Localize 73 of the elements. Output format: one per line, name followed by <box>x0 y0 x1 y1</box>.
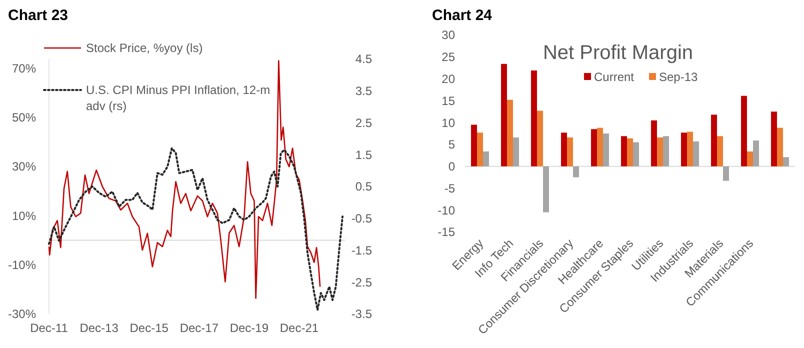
bar <box>483 151 489 166</box>
x-tick-label: Dec-21 <box>280 321 319 335</box>
y2-tick-label: -3.5 <box>351 307 372 322</box>
bar <box>543 166 549 212</box>
chart-subtitle: Net Profit Margin <box>542 42 694 64</box>
bar <box>531 70 537 166</box>
bar <box>711 114 717 166</box>
legend-label: Current <box>594 70 635 84</box>
bar <box>777 128 783 166</box>
bar <box>747 151 753 166</box>
y-tick-label: 15 <box>442 94 456 108</box>
bar <box>567 137 573 166</box>
bar <box>591 129 597 166</box>
bar <box>753 140 759 166</box>
bar <box>687 132 693 166</box>
x-tick-label: Dec-13 <box>80 321 119 335</box>
line-series <box>48 147 344 311</box>
x-tick-label: Dec-15 <box>130 321 169 335</box>
y-tick-label: -10% <box>8 258 36 272</box>
y2-tick-label: 4.5 <box>355 52 372 66</box>
bar <box>603 134 609 166</box>
bar <box>477 132 483 166</box>
y-tick-label: -30% <box>8 307 36 322</box>
y-tick-label: 25 <box>442 50 456 64</box>
y-tick-label: 5 <box>448 138 456 152</box>
y-tick-label: 30% <box>12 160 36 174</box>
chart-title: Chart 23 <box>8 7 68 24</box>
y-tick-label: 20 <box>442 72 456 86</box>
bar <box>621 136 627 166</box>
bar <box>681 132 687 166</box>
legend-label: U.S. CPI Minus PPI Inflation, 12-m adv (rs) <box>86 83 270 114</box>
bar <box>597 128 603 166</box>
y-tick-label: 0 <box>448 160 456 174</box>
y2-tick-label: -2.5 <box>351 275 372 290</box>
bar <box>657 137 663 166</box>
y2-tick-label: 0.5 <box>355 180 372 194</box>
bar <box>663 136 669 166</box>
bar <box>771 112 777 166</box>
y-tick-label: 30 <box>442 28 456 42</box>
bar <box>627 138 633 166</box>
x-tick-label: Dec-19 <box>230 321 269 335</box>
y-tick-label: 10 <box>442 116 456 130</box>
x-tick-label: Dec-17 <box>180 321 219 335</box>
bar <box>561 132 567 166</box>
bar <box>741 96 747 166</box>
bar <box>513 137 519 166</box>
line-series <box>48 60 321 299</box>
y-tick-label: -15 <box>438 225 456 240</box>
y-tick-label: 10% <box>12 208 36 223</box>
y2-tick-label: 3.5 <box>355 84 372 98</box>
y-tick-label: -10 <box>438 203 456 218</box>
bar <box>651 120 657 166</box>
y-tick-label: -5 <box>444 181 456 196</box>
bar <box>573 166 579 178</box>
legend-label: Stock Price, %yoy (ls) <box>86 41 203 56</box>
bar <box>783 157 789 166</box>
y-tick-label: 70% <box>12 61 36 76</box>
bar <box>633 142 639 166</box>
legend-label: Sep-13 <box>659 70 698 84</box>
bar <box>507 100 513 166</box>
y2-tick-label: -0.5 <box>351 212 372 226</box>
bar <box>693 141 699 166</box>
bar <box>537 110 543 166</box>
bar <box>723 166 729 181</box>
chart-title: Chart 24 <box>432 7 493 24</box>
x-tick-label: Dec-11 <box>30 321 68 335</box>
y2-tick-label: -1.5 <box>351 243 372 258</box>
bar <box>501 64 507 166</box>
y-tick-label: 50% <box>12 110 36 124</box>
y2-tick-label: 1.5 <box>355 148 372 162</box>
bar <box>717 136 723 166</box>
bar <box>471 124 477 166</box>
y2-tick-label: 2.5 <box>355 116 372 130</box>
